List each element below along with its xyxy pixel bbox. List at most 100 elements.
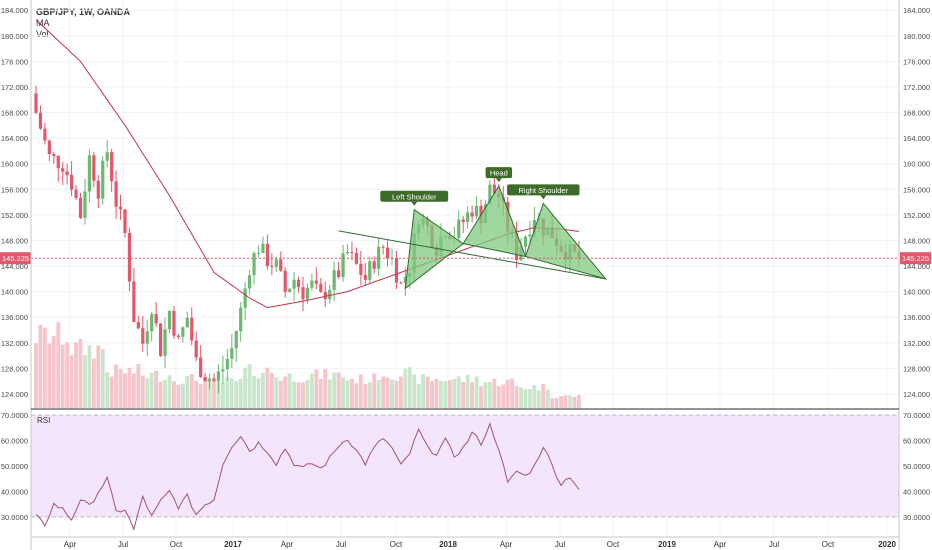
candle-body bbox=[74, 189, 78, 198]
volume-bar bbox=[296, 382, 301, 408]
volume-bar bbox=[479, 386, 483, 408]
candle-body bbox=[305, 287, 310, 300]
candle-body bbox=[61, 168, 65, 172]
rsi-tick-label-right: 50.0000 bbox=[903, 462, 930, 471]
candle-body bbox=[256, 252, 261, 254]
price-tick-label-left: 124.000 bbox=[1, 390, 28, 399]
pattern-label-box bbox=[507, 184, 580, 196]
time-tick-label: Apr bbox=[714, 540, 727, 549]
time-tick-label: Oct bbox=[822, 540, 835, 549]
candle-body bbox=[172, 310, 176, 336]
candle-body bbox=[199, 357, 203, 378]
volume-bar bbox=[367, 382, 372, 408]
time-tick-label: Apr bbox=[64, 540, 77, 549]
time-tick-label: 2019 bbox=[658, 540, 676, 549]
price-tick-label-right: 180.000 bbox=[903, 32, 930, 41]
price-tick-label-left: 128.000 bbox=[1, 364, 28, 373]
volume-bar bbox=[572, 397, 577, 408]
rsi-overbought-oversold-band bbox=[31, 415, 899, 517]
volume-bar bbox=[376, 379, 381, 408]
candle-body bbox=[385, 247, 390, 259]
candle-body bbox=[176, 335, 180, 337]
candle-body bbox=[234, 331, 238, 349]
candle-body bbox=[150, 314, 154, 332]
volume-bar bbox=[265, 367, 270, 408]
candle-body bbox=[381, 246, 385, 248]
candle-body bbox=[345, 252, 350, 254]
rsi-tick-label-left: 60.0000 bbox=[1, 437, 28, 446]
rsi-line bbox=[35, 422, 580, 531]
neckline bbox=[338, 230, 606, 280]
time-tick-label: Jul bbox=[118, 540, 128, 549]
volume-bar bbox=[416, 384, 421, 408]
candle-body bbox=[332, 270, 336, 290]
volume-bar bbox=[252, 376, 256, 408]
price-tick-label-right: 152.000 bbox=[903, 211, 930, 220]
volume-bar bbox=[510, 378, 515, 408]
volume-bar bbox=[180, 383, 185, 408]
candle-body bbox=[314, 280, 318, 284]
volume-bar bbox=[123, 373, 127, 408]
volume-bar bbox=[488, 381, 492, 408]
price-tick-label-right: 172.000 bbox=[903, 83, 930, 92]
volume-bar bbox=[243, 367, 248, 408]
volume-bar bbox=[505, 379, 510, 408]
volume-bars bbox=[34, 322, 581, 408]
volume-bar bbox=[536, 390, 541, 408]
volume-bar bbox=[301, 382, 305, 408]
candle-body bbox=[466, 212, 470, 222]
rsi-tick-label-left: 30.0000 bbox=[1, 513, 28, 522]
volume-bar bbox=[167, 375, 172, 408]
right-shoulder-triangle bbox=[524, 202, 607, 280]
volume-bar bbox=[563, 395, 568, 408]
volume-bar bbox=[269, 372, 274, 408]
candle-body bbox=[47, 140, 51, 155]
candle-body bbox=[328, 289, 332, 300]
volume-bar bbox=[261, 372, 265, 408]
price-tick-label-left: 144.000 bbox=[1, 262, 28, 271]
volume-bar bbox=[452, 378, 457, 408]
pattern-label-pointer bbox=[495, 178, 502, 183]
candle-body bbox=[310, 280, 314, 288]
candle-body bbox=[377, 246, 381, 269]
candle-body bbox=[265, 243, 269, 267]
volume-bar bbox=[483, 382, 488, 408]
current-price-line: 145.225 145.225 bbox=[0, 252, 931, 265]
volume-bar bbox=[216, 379, 221, 408]
time-tick-label: Jul bbox=[336, 540, 346, 549]
price-tick-label-left: 140.000 bbox=[1, 288, 28, 297]
vol-legend: Vol bbox=[36, 29, 49, 39]
volume-bar bbox=[234, 381, 239, 408]
volume-bar bbox=[74, 342, 78, 408]
price-tick-label-right: 160.000 bbox=[903, 160, 930, 169]
rsi-tick-label-right: 70.0000 bbox=[903, 411, 930, 420]
volume-bar bbox=[51, 336, 56, 408]
price-tick-label-left: 176.000 bbox=[1, 57, 28, 66]
candle-body bbox=[190, 317, 194, 341]
candle-body bbox=[83, 191, 87, 218]
candle-body bbox=[239, 307, 243, 332]
candle-body bbox=[221, 369, 225, 372]
price-tick-label-right: 140.000 bbox=[903, 288, 930, 297]
volume-bar bbox=[439, 380, 443, 408]
candle-body bbox=[65, 171, 69, 175]
volume-bar bbox=[87, 345, 92, 408]
time-tick-label: Oct bbox=[170, 540, 183, 549]
volume-bar bbox=[225, 377, 230, 408]
price-tick-label-left: 152.000 bbox=[1, 211, 28, 220]
candle-body bbox=[207, 379, 212, 382]
volume-bar bbox=[363, 383, 368, 408]
rsi-tick-label-left: 70.0000 bbox=[1, 411, 28, 420]
price-tick-label-left: 160.000 bbox=[1, 160, 28, 169]
volume-bar bbox=[492, 378, 497, 408]
volume-bar bbox=[145, 378, 150, 408]
volume-bar bbox=[38, 324, 43, 408]
candle-body bbox=[457, 219, 461, 238]
volume-bar bbox=[314, 369, 319, 408]
rsi-band bbox=[31, 414, 899, 518]
price-tick-label-right: 184.000 bbox=[903, 6, 930, 15]
candle-body bbox=[279, 259, 283, 271]
volume-bar bbox=[105, 372, 110, 408]
volume-bar bbox=[350, 378, 354, 408]
